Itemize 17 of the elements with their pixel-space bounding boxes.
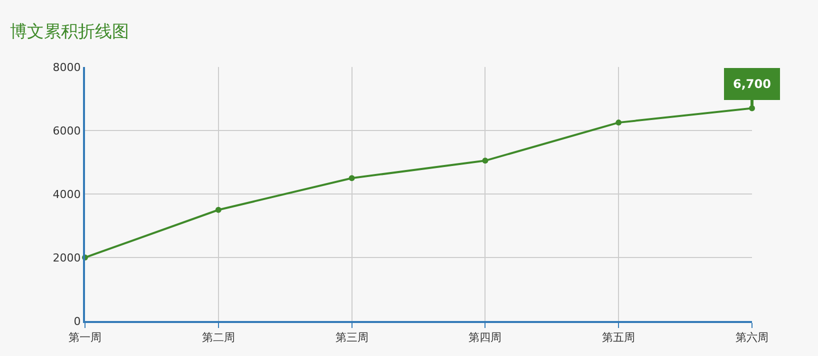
x-tick-label: 第四周 — [468, 331, 502, 344]
point — [482, 158, 488, 164]
y-tick-label: 4000 — [52, 188, 81, 201]
y-tick-label: 2000 — [52, 251, 81, 264]
x-tick-label: 第一周 — [68, 331, 102, 344]
point — [215, 206, 222, 213]
y-tick-label: 0 — [74, 314, 81, 328]
annotation: 6,700 — [733, 77, 771, 91]
x-tick-label: 第二周 — [202, 331, 235, 344]
x-tick-label: 第六周 — [736, 331, 768, 344]
y-tick-label: 6000 — [52, 124, 81, 138]
point — [348, 175, 355, 182]
x-tick-label: 第三周 — [335, 331, 368, 344]
chart-title: 博文累积折线图 — [10, 22, 129, 42]
point — [616, 120, 622, 126]
y-tick-label: 8000 — [52, 60, 81, 74]
x-tick-label: 第五周 — [602, 331, 636, 344]
